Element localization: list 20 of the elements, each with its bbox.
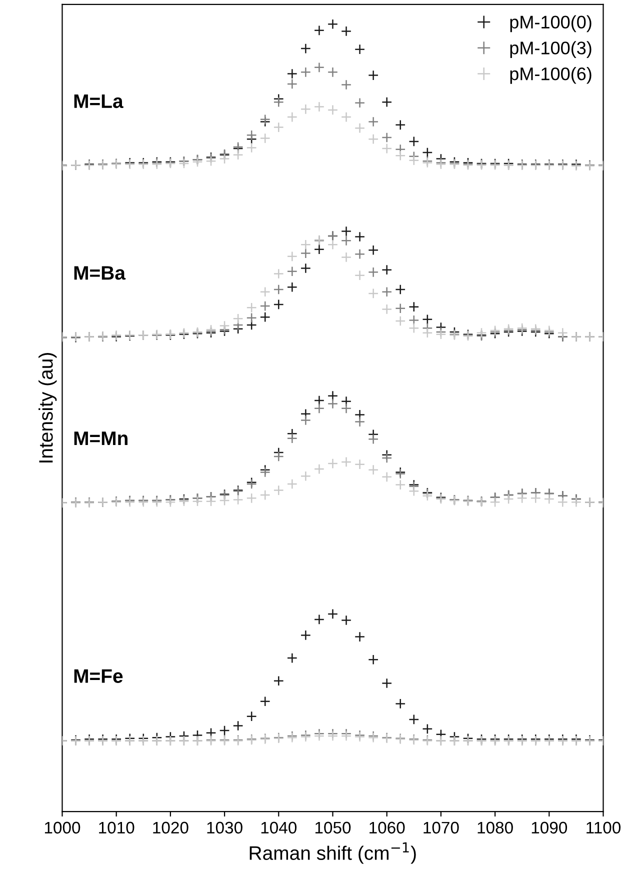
annotation: M=Mn [74, 432, 128, 445]
x-tick-label: 1030 [207, 822, 242, 834]
x-tick-label: 1090 [532, 822, 568, 834]
annotation: M=La [74, 94, 124, 108]
x-tick-label: 1020 [153, 822, 188, 834]
x-axis-title: Raman shift (cm$^{−1}$) [250, 842, 416, 864]
x-tick-label: 1060 [370, 822, 405, 834]
x-tick-label: 1000 [44, 822, 80, 834]
x-tick-label: 1100 [586, 822, 621, 834]
legend-label: pM-100(3) [510, 41, 592, 58]
x-tick-label: 1070 [424, 822, 459, 834]
x-tick-label: 1010 [99, 822, 134, 834]
y-axis-title: Intensity (au) [38, 353, 57, 462]
legend-label: pM-100(0) [510, 15, 592, 32]
legend-label: pM-100(6) [510, 66, 592, 84]
x-tick-label: 1040 [261, 822, 297, 834]
annotation: M=Fe [74, 669, 123, 683]
annotation: M=Ba [74, 266, 126, 280]
x-tick-label: 1050 [315, 822, 351, 834]
x-tick-label: 1080 [478, 822, 513, 834]
